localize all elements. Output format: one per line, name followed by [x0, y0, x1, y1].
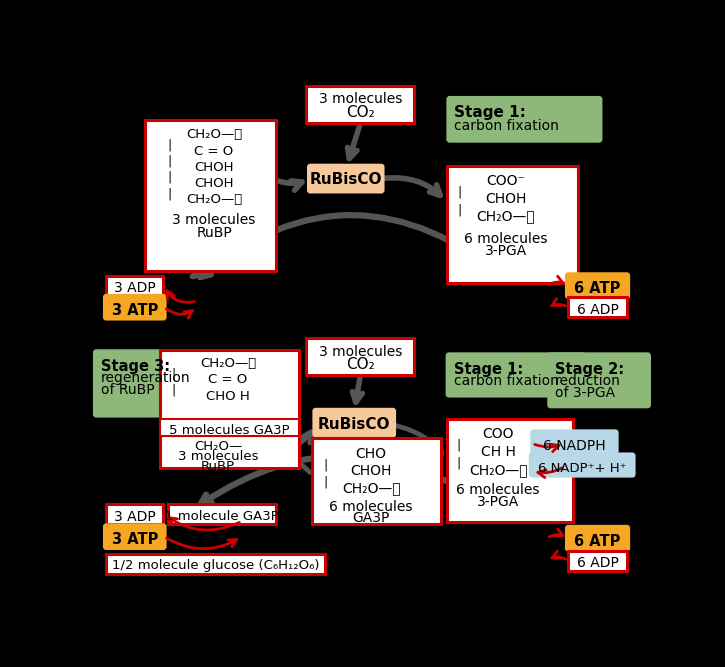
FancyBboxPatch shape [447, 354, 585, 396]
Text: RuBP: RuBP [201, 460, 235, 474]
FancyBboxPatch shape [160, 419, 299, 436]
Text: 6 ADP: 6 ADP [576, 556, 618, 570]
FancyBboxPatch shape [107, 504, 163, 524]
Text: |: | [167, 155, 172, 167]
FancyBboxPatch shape [307, 86, 414, 123]
FancyBboxPatch shape [107, 275, 163, 295]
FancyBboxPatch shape [568, 550, 627, 570]
Text: COO⁻: COO⁻ [486, 174, 526, 188]
FancyBboxPatch shape [104, 295, 165, 319]
Text: COO: COO [482, 428, 514, 442]
Text: 6 NADP⁺+ H⁺: 6 NADP⁺+ H⁺ [538, 462, 626, 475]
Text: |: | [171, 384, 175, 396]
Text: Calvin Cycle: Calvin Cycle [304, 317, 438, 337]
Text: 6 molecules: 6 molecules [329, 500, 413, 514]
FancyBboxPatch shape [566, 526, 629, 550]
Text: 3-PGA: 3-PGA [477, 495, 519, 509]
Text: GA3P: GA3P [352, 511, 390, 525]
FancyBboxPatch shape [530, 454, 634, 477]
Text: of 3-PGA: of 3-PGA [555, 386, 616, 400]
Text: |: | [323, 475, 328, 488]
FancyBboxPatch shape [94, 350, 194, 416]
Text: |: | [456, 457, 460, 470]
Text: carbon fixation: carbon fixation [455, 119, 559, 133]
Text: Stage 3:: Stage 3: [101, 359, 170, 374]
Text: 3 ATP: 3 ATP [112, 303, 158, 317]
Text: |: | [167, 139, 172, 151]
Text: 5 molecules GA3P: 5 molecules GA3P [169, 424, 290, 438]
Text: regeneration: regeneration [101, 371, 191, 385]
Text: CH₂O—ⓟ: CH₂O—ⓟ [469, 463, 528, 477]
Text: CH₂O—ⓟ: CH₂O—ⓟ [200, 358, 256, 370]
FancyBboxPatch shape [168, 504, 276, 524]
Text: RuBP: RuBP [196, 225, 232, 239]
Text: reduction: reduction [555, 374, 621, 388]
FancyBboxPatch shape [568, 297, 627, 317]
Text: carbon fixation: carbon fixation [454, 374, 558, 388]
FancyBboxPatch shape [447, 97, 602, 141]
FancyBboxPatch shape [308, 165, 384, 193]
Text: 6 molecules: 6 molecules [457, 483, 540, 497]
Text: 3 molecules: 3 molecules [173, 213, 256, 227]
Text: 6 ATP: 6 ATP [574, 534, 621, 548]
Text: 1 molecule GA3P: 1 molecule GA3P [165, 510, 278, 523]
Text: 3 molecules: 3 molecules [319, 345, 402, 359]
Text: |: | [171, 368, 175, 380]
Text: CH₂O—: CH₂O— [194, 440, 242, 453]
FancyBboxPatch shape [160, 350, 299, 468]
Text: CHOH: CHOH [350, 464, 392, 478]
Text: 1/2 molecule glucose (C₆H₁₂O₆): 1/2 molecule glucose (C₆H₁₂O₆) [112, 559, 320, 572]
Text: C = O: C = O [194, 145, 233, 157]
Text: 3 molecules: 3 molecules [319, 92, 402, 106]
FancyBboxPatch shape [107, 554, 325, 574]
Text: C = O: C = O [208, 374, 247, 386]
FancyBboxPatch shape [447, 419, 573, 522]
Text: |: | [457, 185, 462, 199]
Text: |: | [456, 439, 460, 452]
FancyBboxPatch shape [145, 120, 276, 271]
Text: 3 ADP: 3 ADP [114, 510, 156, 524]
FancyBboxPatch shape [548, 354, 650, 408]
FancyBboxPatch shape [447, 166, 578, 283]
Text: CHOH: CHOH [194, 177, 234, 190]
Text: CH₂O—ⓟ: CH₂O—ⓟ [476, 209, 535, 223]
Text: |: | [167, 171, 172, 184]
Text: CHO: CHO [356, 447, 386, 460]
Text: |: | [457, 203, 462, 216]
Text: Stage 1:: Stage 1: [454, 362, 523, 377]
Text: |: | [323, 458, 328, 471]
Text: CO₂: CO₂ [346, 105, 375, 119]
Text: CH₂O—ⓟ: CH₂O—ⓟ [186, 128, 242, 141]
Text: Mr Cycle: Mr Cycle [334, 533, 414, 551]
Text: CH₂O—ⓟ: CH₂O—ⓟ [186, 193, 242, 206]
Text: 3 ADP: 3 ADP [114, 281, 156, 295]
Text: RuBisCO: RuBisCO [310, 173, 382, 187]
Text: 6 NADPH: 6 NADPH [543, 439, 606, 453]
Text: 3 molecules: 3 molecules [178, 450, 258, 463]
Text: |: | [167, 187, 172, 200]
Text: Stage 1:: Stage 1: [455, 105, 526, 121]
Text: 3 ATP: 3 ATP [112, 532, 158, 547]
FancyBboxPatch shape [566, 273, 629, 298]
Text: Stage 2:: Stage 2: [555, 362, 624, 377]
Text: 3-PGA: 3-PGA [485, 244, 527, 258]
Text: 6 molecules: 6 molecules [464, 231, 547, 245]
Text: CH H: CH H [481, 445, 515, 459]
FancyBboxPatch shape [531, 430, 618, 454]
Text: CHOH: CHOH [194, 161, 234, 174]
Text: CO₂: CO₂ [346, 358, 375, 372]
Text: CH₂O—ⓟ: CH₂O—ⓟ [342, 481, 400, 495]
FancyBboxPatch shape [104, 524, 165, 549]
Text: 6 ADP: 6 ADP [576, 303, 618, 317]
Text: CHOH: CHOH [485, 191, 526, 205]
Text: RuBisCO: RuBisCO [318, 416, 391, 432]
FancyBboxPatch shape [313, 409, 395, 436]
Text: CHO H: CHO H [206, 390, 250, 403]
Text: 6 ATP: 6 ATP [574, 281, 621, 296]
FancyBboxPatch shape [312, 438, 442, 524]
Text: molecules: molecules [397, 580, 465, 594]
FancyBboxPatch shape [307, 338, 414, 375]
Text: of RuBP: of RuBP [101, 384, 154, 398]
